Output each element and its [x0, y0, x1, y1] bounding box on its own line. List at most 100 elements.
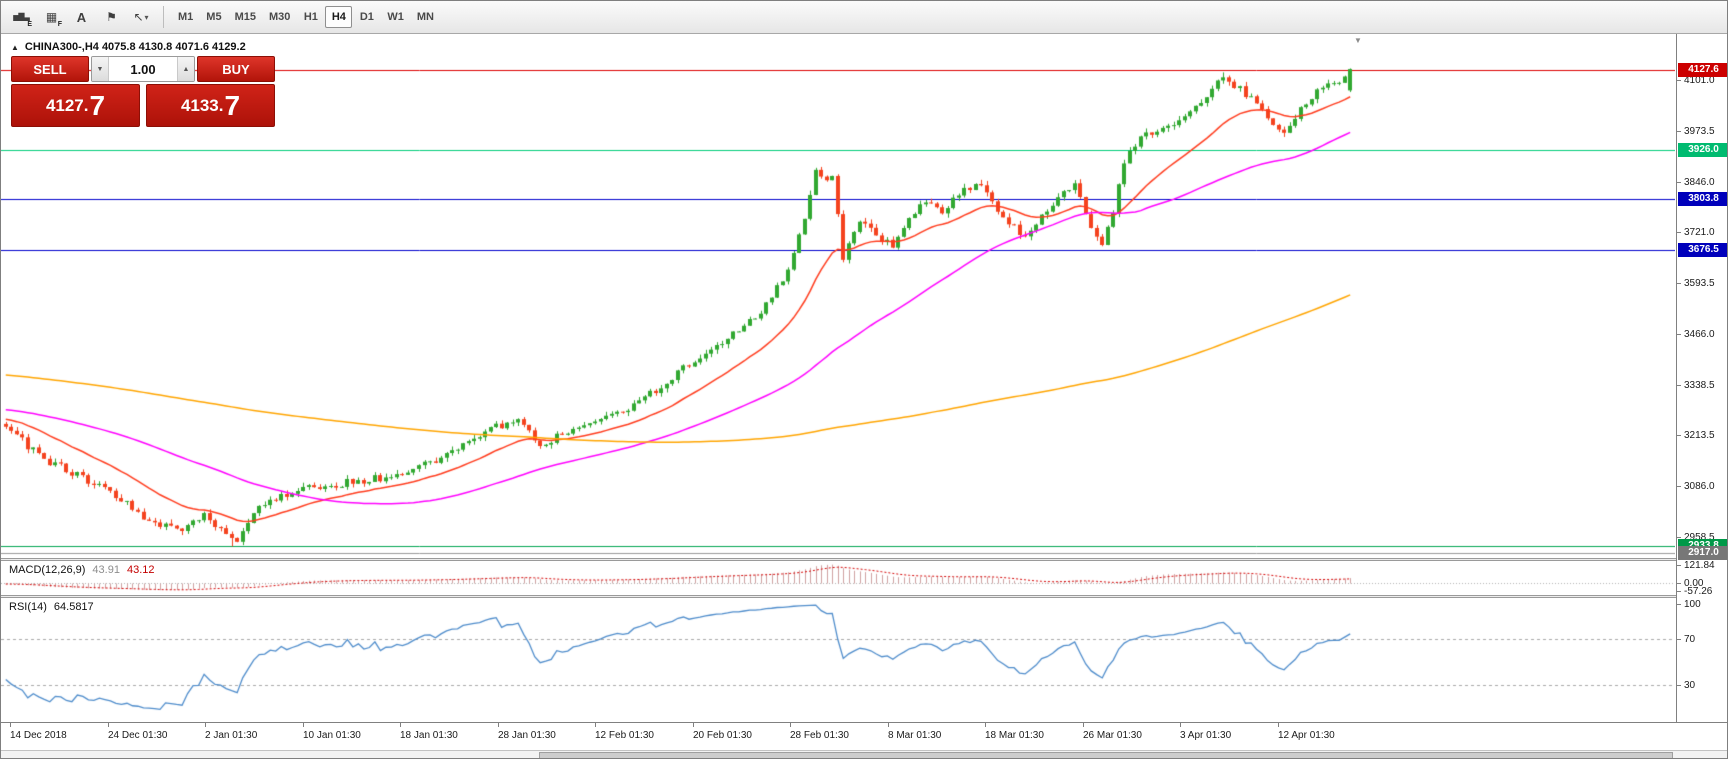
price-axis-tick: [1677, 131, 1681, 132]
timeframe-button-w1[interactable]: W1: [387, 11, 404, 23]
timeframe-button-d1[interactable]: D1: [359, 11, 374, 23]
price-axis-label: 4101.0: [1684, 75, 1715, 86]
time-axis-tick: [108, 723, 109, 727]
rsi-axis-label: 30: [1684, 680, 1696, 691]
price-line-badge: 3803.8: [1678, 192, 1727, 206]
price-axis[interactable]: 4101.0 3973.5 3846.0 3721.0 3593.5 3466.0 3338…: [1676, 34, 1727, 722]
time-axis-tick: [10, 723, 11, 727]
buy-price-main: 4133.: [180, 96, 224, 115]
main-price-chart[interactable]: [1, 34, 1675, 558]
time-axis-label: 10 Jan 01:30: [303, 730, 361, 741]
macd-indicator-pane[interactable]: [1, 561, 1675, 595]
volume-spinner: ▼ 1.00 ▲: [91, 56, 195, 82]
chart-active-icon: ▲: [11, 42, 19, 52]
time-axis-tick: [888, 723, 889, 727]
price-axis-label: 3213.5: [1684, 430, 1715, 441]
timeframe-button-m30[interactable]: M30: [268, 11, 291, 23]
time-axis[interactable]: 14 Dec 2018 24 Dec 01:30 2 Jan 01:30 10 Jan…: [1, 723, 1727, 750]
timeframe-button-mn[interactable]: MN: [416, 11, 434, 23]
price-axis-tick: [1677, 80, 1681, 81]
buy-price-pip: 7: [224, 89, 241, 121]
price-axis-label: 3086.0: [1684, 481, 1715, 492]
volume-input[interactable]: 1.00: [130, 61, 156, 77]
timeframe-group: M1 M5 M15 M30 H1 H4 D1 W1 MN: [172, 6, 440, 28]
pane-divider[interactable]: [1, 558, 1727, 561]
timeframe-button-h1[interactable]: H1: [303, 11, 318, 23]
text-annotation-icon[interactable]: A: [76, 9, 86, 25]
sell-price-pip: 7: [89, 89, 106, 121]
rsi-name: RSI(14): [9, 601, 47, 613]
rsi-axis-tick: [1677, 639, 1681, 640]
macd-axis-label: -57.26: [1684, 586, 1713, 597]
time-axis-tick: [1083, 723, 1084, 727]
timeframe-button-m15[interactable]: M15: [234, 11, 256, 23]
chart-h-scrollbar[interactable]: [1, 750, 1727, 758]
rsi-axis-tick: [1677, 685, 1681, 686]
time-axis-tick: [400, 723, 401, 727]
time-axis-label: 12 Feb 01:30: [595, 730, 654, 741]
time-axis-label: 12 Apr 01:30: [1278, 730, 1335, 741]
time-axis-label: 28 Feb 01:30: [790, 730, 849, 741]
price-line-badge: 3676.5: [1678, 243, 1727, 257]
timeframe-button-h4[interactable]: H4: [325, 6, 353, 28]
time-axis-label: 8 Mar 01:30: [888, 730, 942, 741]
price-line-badge: 3926.0: [1678, 143, 1727, 157]
price-axis-tick: [1677, 486, 1681, 487]
timeframe-button-m5[interactable]: M5: [206, 11, 222, 23]
price-axis-label: 3846.0: [1684, 177, 1715, 188]
price-axis-tick: [1677, 385, 1681, 386]
volume-increase-button[interactable]: ▲: [177, 57, 194, 81]
price-axis-tick: [1677, 232, 1681, 233]
volume-decrease-button[interactable]: ▼: [92, 57, 109, 81]
price-axis-tick: [1677, 537, 1681, 538]
arrow-objects-icon-dropdown[interactable]: ▾: [144, 12, 149, 22]
macd-axis-tick: [1677, 591, 1681, 592]
bar-chart-icon[interactable]: ▅▇▃ E: [13, 12, 32, 28]
chart-tools-group: ▅▇▃ E ▦ F A ⚑ ↖ ▾: [7, 5, 155, 30]
rsi-label: RSI(14) 64.5817: [9, 601, 94, 613]
macd-name: MACD(12,26,9): [9, 564, 86, 576]
time-axis-label: 28 Jan 01:30: [498, 730, 556, 741]
label-flag-icon[interactable]: ⚑: [106, 10, 117, 24]
volume-down-icon: ▼: [96, 65, 104, 73]
price-axis-label: 3973.5: [1684, 126, 1715, 137]
arrow-objects-icon[interactable]: ↖ ▾: [133, 10, 149, 24]
scrollbar-thumb[interactable]: [539, 752, 1673, 758]
rsi-value: 64.5817: [53, 601, 94, 613]
price-axis-label: 3721.0: [1684, 227, 1715, 238]
time-axis-label: 2 Jan 01:30: [205, 730, 258, 741]
time-axis-tick: [1180, 723, 1181, 727]
rsi-indicator-pane[interactable]: [1, 598, 1675, 722]
macd-label: MACD(12,26,9) 43.91 43.12: [9, 564, 154, 576]
toolbar-separator: [163, 6, 164, 28]
price-axis-tick: [1677, 334, 1681, 335]
chart-shift-marker[interactable]: ▼: [1354, 36, 1362, 45]
main-toolbar: ▅▇▃ E ▦ F A ⚑ ↖ ▾ M1 M5 M15 M30 H1 H4 D1 W1 MN: [1, 1, 1727, 34]
price-axis-tick: [1677, 283, 1681, 284]
time-axis-tick: [985, 723, 986, 727]
grid-icon-corner-letter: F: [57, 20, 62, 28]
price-axis-label: 3338.5: [1684, 380, 1715, 391]
time-axis-tick: [693, 723, 694, 727]
time-axis-label: 24 Dec 01:30: [108, 730, 168, 741]
sell-price-main: 4127.: [45, 96, 89, 115]
buy-button[interactable]: BUY: [197, 56, 275, 82]
rsi-axis-tick: [1677, 604, 1681, 605]
sell-button[interactable]: SELL: [11, 56, 89, 82]
timeframe-button-m1[interactable]: M1: [178, 11, 194, 23]
sell-price-display[interactable]: 4127. 7: [11, 84, 140, 127]
macd-axis-label: 0.00: [1684, 578, 1704, 589]
pane-divider[interactable]: [1, 595, 1727, 598]
grid-icon[interactable]: ▦ F: [45, 10, 62, 28]
buy-price-display[interactable]: 4133. 7: [146, 84, 275, 127]
macd-axis-label: 121.84: [1684, 560, 1715, 571]
bar-chart-icon-corner-letter: E: [27, 20, 32, 28]
price-axis-tick: [1677, 182, 1681, 183]
price-axis-label: 3466.0: [1684, 329, 1715, 340]
one-click-trade-panel: SELL ▼ 1.00 ▲ BUY 4127. 7 4133. 7: [11, 56, 275, 127]
time-axis-label: 26 Mar 01:30: [1083, 730, 1142, 741]
time-axis-tick: [595, 723, 596, 727]
macd-value-signal: 43.12: [126, 564, 155, 576]
time-axis-tick: [205, 723, 206, 727]
chart-title-text: CHINA300-,H4 4075.8 4130.8 4071.6 4129.2: [24, 41, 246, 53]
